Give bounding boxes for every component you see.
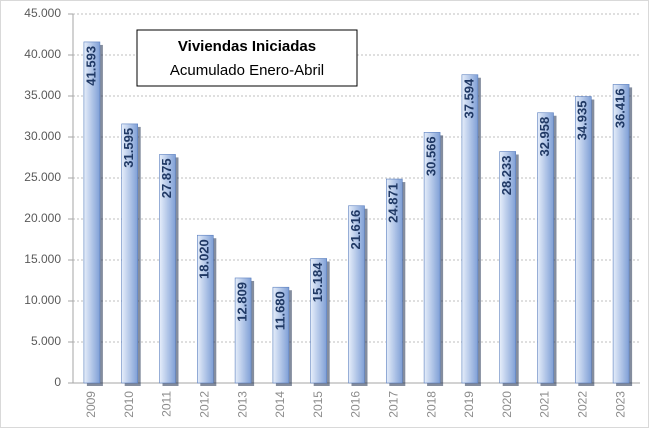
value-label: 12.809	[235, 282, 250, 322]
y-tick-label: 45.000	[24, 6, 61, 20]
value-label: 34.935	[575, 101, 590, 141]
x-tick-label: 2012	[197, 391, 211, 418]
y-tick-label: 25.000	[24, 170, 61, 184]
x-tick-label: 2023	[613, 391, 627, 418]
x-tick-label: 2011	[160, 391, 174, 417]
value-label: 11.680	[272, 291, 287, 330]
y-tick-label: 15.000	[24, 252, 61, 266]
chart-subtitle: Acumulado Enero-Abril	[170, 62, 324, 79]
value-label: 41.593	[83, 46, 98, 86]
x-tick-label: 2018	[424, 391, 438, 418]
y-tick-label: 30.000	[24, 129, 61, 143]
x-tick-label: 2013	[235, 391, 249, 418]
y-tick-label: 40.000	[24, 47, 61, 61]
x-tick-label: 2022	[575, 391, 589, 418]
value-label: 30.566	[424, 136, 439, 176]
bar	[537, 112, 554, 384]
y-tick-label: 0	[54, 375, 61, 389]
bar	[83, 41, 101, 384]
x-tick-label: 2009	[84, 391, 98, 418]
x-tick-label: 2015	[311, 391, 325, 418]
x-tick-label: 2016	[349, 391, 363, 418]
value-label: 32.958	[537, 117, 552, 157]
value-label: 36.416	[613, 88, 628, 128]
x-tick-label: 2010	[122, 391, 136, 418]
bar	[423, 132, 441, 384]
chart-title: Viviendas Iniciadas	[178, 38, 316, 55]
bar	[159, 154, 176, 384]
value-label: 21.616	[348, 210, 363, 250]
bar	[499, 151, 517, 384]
bar	[121, 123, 138, 384]
x-tick-label: 2019	[462, 391, 476, 418]
y-tick-label: 10.000	[24, 293, 61, 307]
bar	[310, 258, 328, 384]
bar	[234, 277, 252, 384]
x-tick-label: 2017	[386, 391, 400, 418]
value-label: 15.184	[310, 262, 325, 303]
bar	[574, 96, 592, 384]
y-tick-label: 5.000	[31, 334, 61, 348]
bar	[348, 205, 365, 384]
x-tick-label: 2020	[500, 391, 514, 418]
bar	[272, 286, 290, 384]
value-label: 28.233	[499, 155, 514, 195]
y-tick-label: 20.000	[24, 211, 61, 225]
value-label: 37.594	[461, 78, 476, 119]
bar	[197, 234, 214, 384]
y-tick-label: 35.000	[24, 88, 61, 102]
title-box	[136, 29, 358, 87]
x-tick-label: 2014	[273, 391, 287, 418]
value-label: 18.020	[197, 239, 212, 279]
value-label: 31.595	[121, 128, 136, 168]
bar	[385, 178, 403, 384]
bar	[461, 74, 479, 384]
value-label: 27.875	[159, 158, 174, 198]
x-tick-label: 2021	[538, 391, 552, 418]
value-label: 24.871	[386, 183, 401, 223]
bar	[612, 84, 630, 384]
